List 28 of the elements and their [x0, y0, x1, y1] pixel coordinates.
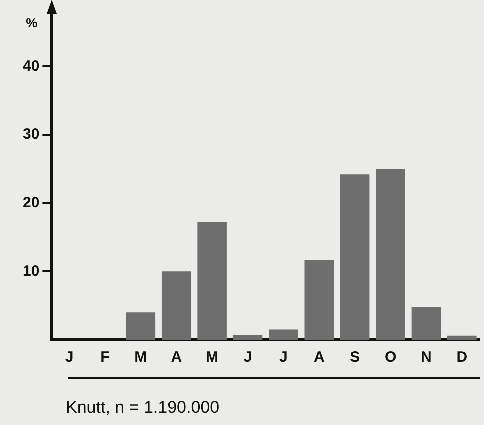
bar	[233, 335, 263, 340]
bar	[340, 174, 370, 340]
x-tick-label: M	[134, 349, 148, 366]
text: Knutt, n = 1.190.000	[66, 398, 220, 418]
x-tick-label: S	[350, 349, 360, 366]
bar	[269, 330, 298, 340]
x-tick-label: O	[384, 349, 397, 366]
bar	[126, 312, 156, 340]
bar	[304, 260, 334, 340]
y-tick-label: 10	[22, 262, 40, 280]
x-tick-label: A	[314, 349, 325, 366]
x-tick-label: N	[421, 349, 432, 366]
y-axis-title: %	[26, 16, 38, 31]
x-tick-label: J	[65, 349, 74, 366]
bar	[448, 336, 477, 340]
x-tick-label: M	[206, 349, 219, 366]
y-tick-label: 30	[22, 126, 40, 144]
bar	[412, 307, 442, 340]
y-tick-label: 40	[22, 58, 40, 75]
bar	[376, 169, 406, 340]
x-tick-label: F	[100, 349, 110, 366]
bar	[198, 222, 227, 340]
bar	[162, 272, 192, 340]
x-tick-label: A	[171, 349, 182, 366]
x-tick-label: J	[280, 349, 288, 366]
x-tick-label: J	[244, 349, 252, 366]
x-tick-label: D	[456, 349, 468, 366]
y-tick-label: 20	[22, 194, 40, 212]
